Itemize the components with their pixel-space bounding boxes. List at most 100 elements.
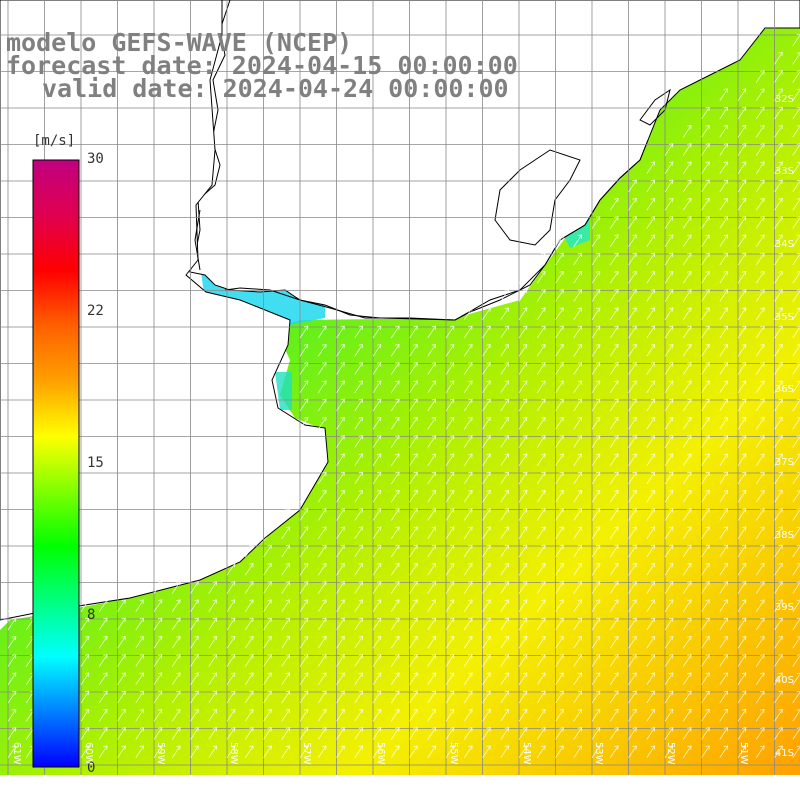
wind-arrow (500, 727, 510, 740)
wind-arrow (372, 325, 382, 339)
wind-arrow (573, 489, 583, 503)
wind-arrow (573, 690, 583, 704)
wind-arrow (171, 708, 181, 722)
wind-arrow (719, 307, 729, 320)
wind-arrow (445, 435, 455, 448)
wind-arrow (792, 125, 800, 138)
wind-arrow (372, 654, 382, 667)
wind-arrow (263, 672, 272, 685)
wind-arrow (646, 343, 656, 357)
wind-arrow (555, 562, 564, 576)
wind-arrow (463, 526, 473, 539)
wind-arrow (281, 727, 291, 740)
wind-arrow (226, 690, 236, 704)
wind-arrow (427, 398, 437, 412)
wind-arrow (701, 617, 710, 631)
wind-arrow (208, 617, 218, 631)
wind-arrow (463, 672, 473, 685)
wind-arrow (463, 307, 473, 320)
wind-arrow (445, 380, 455, 393)
wind-arrow (591, 398, 601, 412)
wind-arrow (354, 453, 364, 466)
wind-arrow (591, 617, 601, 631)
wind-arrow (500, 289, 510, 302)
wind-arrow (354, 635, 364, 649)
wind-arrow (372, 562, 382, 576)
wind-arrow (445, 526, 455, 539)
wind-arrow (646, 380, 656, 393)
wind-arrow (591, 581, 601, 594)
longitude-label: 55W (448, 742, 459, 765)
wind-arrow (628, 398, 637, 412)
wind-arrow (536, 508, 546, 521)
wind-arrow (390, 708, 400, 722)
wind-arrow (518, 690, 528, 704)
wind-arrow (664, 690, 674, 704)
wind-arrow (755, 270, 765, 284)
wind-arrow (299, 581, 309, 594)
wind-arrow (737, 635, 747, 649)
wind-arrow (98, 654, 108, 667)
wind-arrow (263, 635, 272, 649)
wind-arrow (682, 745, 692, 758)
wind-arrow (80, 635, 90, 649)
wind-arrow (500, 654, 510, 667)
wind-arrow (244, 617, 254, 631)
wind-arrow (117, 617, 126, 631)
wind-arrow (774, 161, 783, 174)
wind-arrow (646, 270, 656, 284)
wind-arrow (646, 325, 656, 339)
wind-arrow (682, 143, 692, 156)
wind-arrow (609, 471, 619, 485)
wind-arrow (299, 727, 309, 740)
wind-arrow (755, 161, 765, 174)
wind-arrow (573, 526, 583, 539)
wind-arrow (80, 745, 90, 758)
wind-arrow (628, 544, 637, 558)
wind-arrow (317, 635, 327, 649)
wind-arrow (646, 562, 656, 576)
wind-arrow (664, 307, 674, 320)
wind-arrow (317, 544, 327, 558)
wind-arrow (536, 343, 546, 357)
wind-arrow (500, 635, 510, 649)
wind-arrow (555, 727, 564, 740)
wind-arrow (317, 398, 327, 412)
wind-arrow (609, 599, 619, 612)
river-outline (194, 209, 201, 271)
wind-arrow (609, 654, 619, 667)
wind-arrow (792, 636, 800, 649)
wind-arrow (463, 416, 473, 430)
wind-arrow (573, 562, 583, 576)
wind-arrow (281, 745, 291, 758)
wind-arrow (244, 672, 254, 685)
wind-arrow (500, 489, 510, 503)
wind-arrow (682, 416, 692, 430)
longitude-label: 56W (375, 742, 386, 765)
wind-arrow (536, 617, 546, 631)
wind-arrow (609, 672, 619, 685)
wind-arrow (482, 654, 491, 667)
wind-arrow (263, 544, 272, 558)
wind-arrow (482, 489, 491, 503)
wind-arrow (390, 325, 400, 339)
wind-arrow (591, 270, 601, 284)
wind-arrow (372, 672, 382, 685)
wind-arrow (317, 526, 327, 539)
wind-arrow (792, 453, 800, 466)
wind-arrow (263, 562, 272, 576)
wind-arrow (701, 234, 710, 247)
lagoon-outline (494, 149, 581, 246)
land-mass (0, 0, 800, 321)
wind-arrow (792, 581, 800, 594)
wind-arrow (774, 289, 783, 302)
wind-arrow (609, 745, 619, 758)
wind-arrow (171, 672, 181, 685)
wind-arrow (135, 617, 145, 631)
wind-arrow (171, 581, 181, 594)
wind-arrow (792, 690, 800, 704)
wind-arrow (390, 489, 400, 503)
wind-arrow (701, 161, 710, 174)
wind-arrow (518, 398, 528, 412)
wind-arrow (774, 544, 783, 558)
